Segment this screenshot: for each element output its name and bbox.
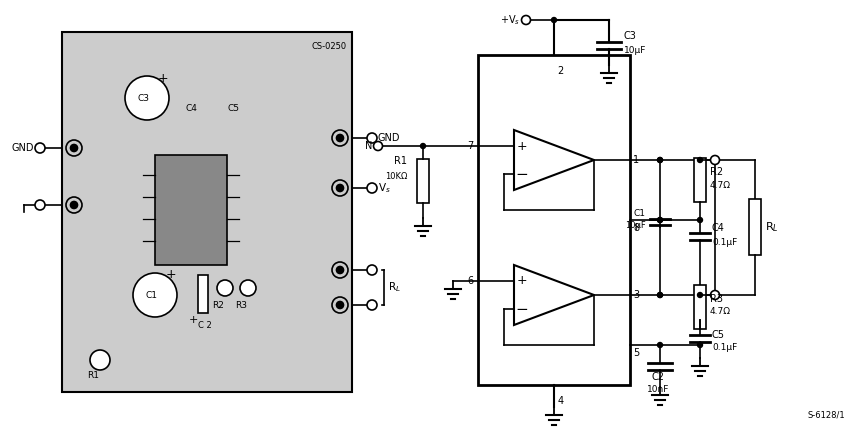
Text: 4.7Ω: 4.7Ω bbox=[710, 307, 731, 316]
Text: +V$_s$: +V$_s$ bbox=[500, 13, 520, 27]
Bar bbox=[694, 158, 706, 202]
Circle shape bbox=[133, 273, 177, 317]
Circle shape bbox=[710, 155, 720, 164]
Bar bbox=[749, 199, 761, 255]
Text: 8: 8 bbox=[633, 223, 639, 233]
Bar bbox=[62, 32, 352, 392]
Circle shape bbox=[125, 76, 169, 120]
Circle shape bbox=[35, 143, 45, 153]
Text: 1: 1 bbox=[633, 155, 639, 165]
Circle shape bbox=[332, 262, 348, 278]
Text: 10KΩ: 10KΩ bbox=[385, 172, 407, 181]
Text: C2: C2 bbox=[651, 372, 665, 382]
Text: 7: 7 bbox=[466, 141, 473, 151]
Text: R3: R3 bbox=[235, 300, 247, 309]
Circle shape bbox=[657, 292, 662, 297]
Text: GND: GND bbox=[378, 133, 400, 143]
Text: V$_s$: V$_s$ bbox=[378, 181, 391, 195]
Circle shape bbox=[551, 18, 557, 23]
Circle shape bbox=[240, 280, 256, 296]
Circle shape bbox=[698, 342, 703, 348]
Bar bbox=[417, 159, 429, 203]
Text: C5: C5 bbox=[228, 104, 240, 113]
Circle shape bbox=[374, 142, 382, 151]
Text: 3: 3 bbox=[633, 290, 639, 300]
Text: 2: 2 bbox=[557, 66, 564, 76]
Text: R$_L$: R$_L$ bbox=[765, 220, 779, 234]
Circle shape bbox=[698, 292, 703, 297]
Circle shape bbox=[337, 134, 344, 142]
Circle shape bbox=[710, 291, 720, 300]
Circle shape bbox=[66, 140, 82, 156]
Circle shape bbox=[367, 133, 377, 143]
Circle shape bbox=[657, 292, 662, 297]
Circle shape bbox=[657, 158, 662, 163]
Circle shape bbox=[332, 180, 348, 196]
Circle shape bbox=[367, 265, 377, 275]
Text: CS-0250: CS-0250 bbox=[312, 42, 347, 51]
Text: C5: C5 bbox=[712, 330, 725, 340]
Circle shape bbox=[521, 15, 531, 24]
Bar bbox=[198, 275, 208, 313]
Text: +: + bbox=[516, 274, 527, 288]
Text: 4: 4 bbox=[558, 396, 564, 406]
Text: R2: R2 bbox=[710, 167, 723, 177]
Text: C3: C3 bbox=[624, 31, 637, 41]
Text: +: + bbox=[166, 268, 176, 282]
Text: C1: C1 bbox=[145, 291, 157, 300]
Circle shape bbox=[698, 158, 703, 163]
Text: R$_L$: R$_L$ bbox=[388, 280, 401, 294]
Text: 10μF: 10μF bbox=[625, 220, 646, 229]
Bar bbox=[155, 155, 227, 265]
Circle shape bbox=[337, 184, 344, 191]
Circle shape bbox=[217, 280, 233, 296]
Circle shape bbox=[657, 217, 662, 223]
Circle shape bbox=[367, 300, 377, 310]
Text: R3: R3 bbox=[710, 294, 723, 304]
Circle shape bbox=[337, 301, 344, 309]
Circle shape bbox=[70, 202, 77, 208]
Text: +: + bbox=[158, 71, 168, 84]
Text: −: − bbox=[515, 166, 528, 181]
Text: 5: 5 bbox=[633, 348, 639, 358]
Text: C 2: C 2 bbox=[198, 321, 212, 330]
Text: GND: GND bbox=[11, 143, 34, 153]
Text: S-6128/1: S-6128/1 bbox=[807, 410, 845, 419]
Text: +: + bbox=[188, 315, 198, 325]
Circle shape bbox=[337, 267, 344, 273]
Text: −: − bbox=[515, 301, 528, 316]
Circle shape bbox=[698, 217, 703, 223]
Circle shape bbox=[66, 197, 82, 213]
Text: 0.1μF: 0.1μF bbox=[712, 238, 737, 247]
Text: C3: C3 bbox=[137, 93, 149, 102]
Text: N: N bbox=[364, 141, 372, 151]
Circle shape bbox=[90, 350, 110, 370]
Circle shape bbox=[657, 342, 662, 348]
Text: C4: C4 bbox=[712, 223, 725, 233]
Circle shape bbox=[332, 130, 348, 146]
Bar bbox=[694, 285, 706, 329]
Text: 6: 6 bbox=[467, 276, 473, 286]
Text: C4: C4 bbox=[185, 104, 197, 113]
Text: 10nF: 10nF bbox=[647, 384, 669, 393]
Text: R1: R1 bbox=[87, 372, 99, 380]
Circle shape bbox=[657, 158, 662, 163]
Text: 0.1μF: 0.1μF bbox=[712, 344, 737, 353]
Circle shape bbox=[332, 297, 348, 313]
Text: C1: C1 bbox=[634, 208, 646, 217]
Circle shape bbox=[70, 145, 77, 152]
Text: R2: R2 bbox=[212, 300, 224, 309]
Text: R1: R1 bbox=[394, 156, 407, 166]
Circle shape bbox=[657, 217, 662, 223]
Circle shape bbox=[367, 183, 377, 193]
Text: +: + bbox=[516, 140, 527, 152]
Circle shape bbox=[421, 143, 425, 149]
Text: 10μF: 10μF bbox=[624, 45, 646, 54]
Bar bbox=[478, 55, 630, 385]
Circle shape bbox=[35, 200, 45, 210]
Text: 4.7Ω: 4.7Ω bbox=[710, 181, 731, 190]
